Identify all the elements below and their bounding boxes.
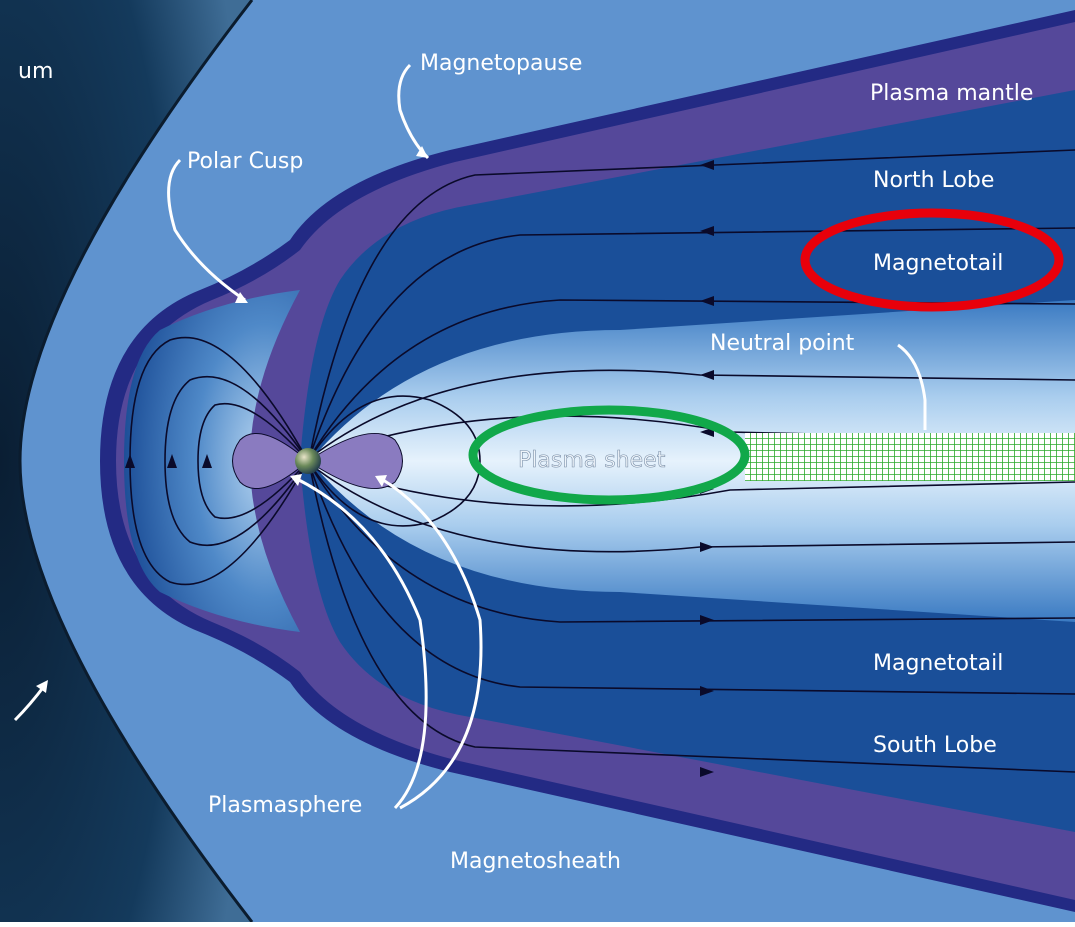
plasma-sheet-region bbox=[310, 300, 1075, 622]
north-lobe-label: North Lobe bbox=[873, 168, 994, 193]
dayside-region bbox=[124, 290, 300, 632]
plasmasphere-right bbox=[307, 433, 403, 489]
magnetotail-lower-label: Magnetotail bbox=[873, 651, 1003, 676]
pointer-heads bbox=[36, 146, 428, 693]
magnetosheath-label: Magnetosheath bbox=[450, 849, 621, 874]
plasmasphere-left bbox=[232, 432, 309, 490]
red-highlight-oval bbox=[800, 208, 1064, 312]
green-highlight-oval bbox=[468, 405, 750, 505]
neutral-point-label: Neutral point bbox=[710, 331, 855, 356]
plasma-mantle-label: Plasma mantle bbox=[870, 81, 1033, 106]
plasmasphere-label: Plasmasphere bbox=[208, 793, 362, 818]
bow-shock-line bbox=[18, 0, 254, 923]
dayside-arrows bbox=[125, 454, 212, 468]
plasma-sheet-label: Plasma sheet bbox=[518, 448, 666, 473]
earth-icon bbox=[295, 448, 321, 474]
corner-label: um bbox=[18, 59, 53, 84]
grid-marker bbox=[745, 433, 1075, 481]
magnetotail-upper-label: Magnetotail bbox=[873, 251, 1003, 276]
magnetopause-label: Magnetopause bbox=[420, 51, 582, 76]
polar-cusp-label: Polar Cusp bbox=[187, 149, 303, 174]
label-pointers bbox=[13, 63, 927, 810]
south-lobe-label: South Lobe bbox=[873, 733, 997, 758]
